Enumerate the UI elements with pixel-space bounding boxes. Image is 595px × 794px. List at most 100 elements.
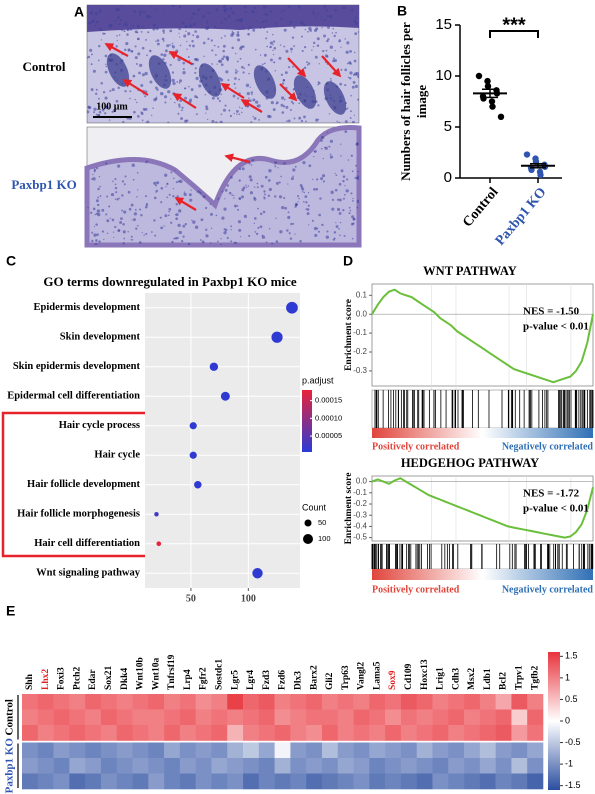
heat-cell — [100, 709, 118, 726]
nucleus — [211, 96, 215, 100]
nucleus — [265, 13, 269, 16]
heat-cell — [85, 773, 102, 790]
nucleus — [353, 51, 356, 54]
nucleus — [353, 72, 358, 76]
nucleus — [273, 46, 277, 50]
nucleus — [110, 192, 115, 197]
nucleus — [138, 10, 142, 14]
nucleus — [323, 6, 326, 8]
heat-cell — [179, 694, 196, 710]
nucleus — [127, 190, 131, 194]
nucleus — [272, 33, 274, 36]
nucleus — [269, 46, 271, 48]
nucleus — [252, 28, 256, 32]
nucleus — [234, 19, 238, 22]
group-label: Control — [4, 699, 16, 735]
nucleus — [180, 117, 184, 121]
nucleus — [335, 31, 337, 34]
nucleus — [299, 239, 302, 243]
gene-label: Lgr5 — [230, 670, 240, 690]
nucleus — [236, 60, 239, 63]
nucleus — [216, 63, 218, 65]
nucleus — [292, 175, 294, 178]
nucleus — [194, 30, 198, 33]
nucleus — [138, 241, 142, 244]
nucleus — [220, 93, 222, 96]
nucleus — [132, 74, 136, 78]
nucleus — [144, 195, 147, 198]
nucleus — [234, 87, 237, 89]
nucleus — [206, 20, 209, 22]
nucleus — [317, 118, 320, 121]
y-tick-label: 0.0 — [356, 309, 368, 318]
nucleus — [233, 241, 237, 245]
heat-cell — [53, 773, 70, 790]
nucleus — [314, 15, 317, 18]
nucleus — [118, 229, 121, 232]
nucleus — [116, 34, 118, 37]
nucleus — [323, 34, 326, 38]
plot-frame — [371, 475, 594, 542]
nucleus — [351, 85, 355, 89]
nucleus — [181, 21, 185, 25]
nucleus — [275, 217, 277, 219]
nucleus — [131, 219, 133, 221]
point — [497, 113, 505, 121]
nucleus — [353, 114, 355, 116]
nucleus — [166, 182, 169, 186]
heat-cell — [274, 694, 291, 710]
point — [484, 83, 492, 90]
nucleus — [221, 216, 225, 220]
nucleus — [105, 162, 108, 165]
heat-cell — [416, 742, 433, 759]
nucleus — [133, 110, 136, 114]
nucleus — [114, 198, 117, 200]
nucleus — [125, 42, 129, 46]
heat-cell — [195, 742, 212, 759]
nucleus — [330, 80, 332, 82]
nucleus — [280, 103, 284, 107]
heat-cell — [22, 694, 39, 710]
nucleus — [322, 180, 326, 183]
nucleus — [99, 195, 102, 197]
gene-label: Lama5 — [372, 661, 382, 690]
nucleus — [122, 242, 125, 245]
nucleus — [205, 234, 209, 238]
nucleus — [143, 234, 145, 236]
nucleus — [235, 52, 237, 55]
arrow — [321, 55, 342, 78]
nucleus — [326, 230, 329, 233]
x-tick-label: Control — [460, 185, 501, 230]
heat-cell — [258, 709, 275, 726]
nucleus — [97, 187, 100, 191]
nucleus — [90, 88, 94, 92]
nucleus — [124, 90, 127, 93]
nucleus — [235, 110, 239, 113]
heat-cell — [495, 773, 512, 790]
heat-cell — [53, 694, 70, 710]
nucleus — [331, 207, 335, 211]
nucleus — [293, 26, 296, 29]
nucleus — [196, 191, 198, 193]
nucleus — [155, 191, 157, 193]
nucleus — [178, 230, 182, 235]
nucleus — [172, 187, 175, 190]
nucleus — [272, 108, 276, 112]
nucleus — [220, 238, 222, 240]
nucleus — [192, 220, 196, 224]
nucleus — [350, 154, 354, 157]
nucleus — [121, 209, 124, 212]
nucleus — [347, 107, 349, 109]
gene-label: Lrig1 — [436, 667, 446, 690]
nucleus — [109, 89, 112, 92]
color-bar — [548, 652, 560, 790]
heat-cell — [416, 773, 433, 790]
nucleus — [248, 97, 250, 100]
nucleus — [101, 108, 105, 112]
nucleus — [179, 44, 182, 47]
nucleus — [98, 97, 100, 100]
nucleus — [192, 34, 195, 37]
dot — [209, 362, 219, 371]
nucleus — [183, 34, 187, 38]
heat-cell — [258, 773, 275, 790]
